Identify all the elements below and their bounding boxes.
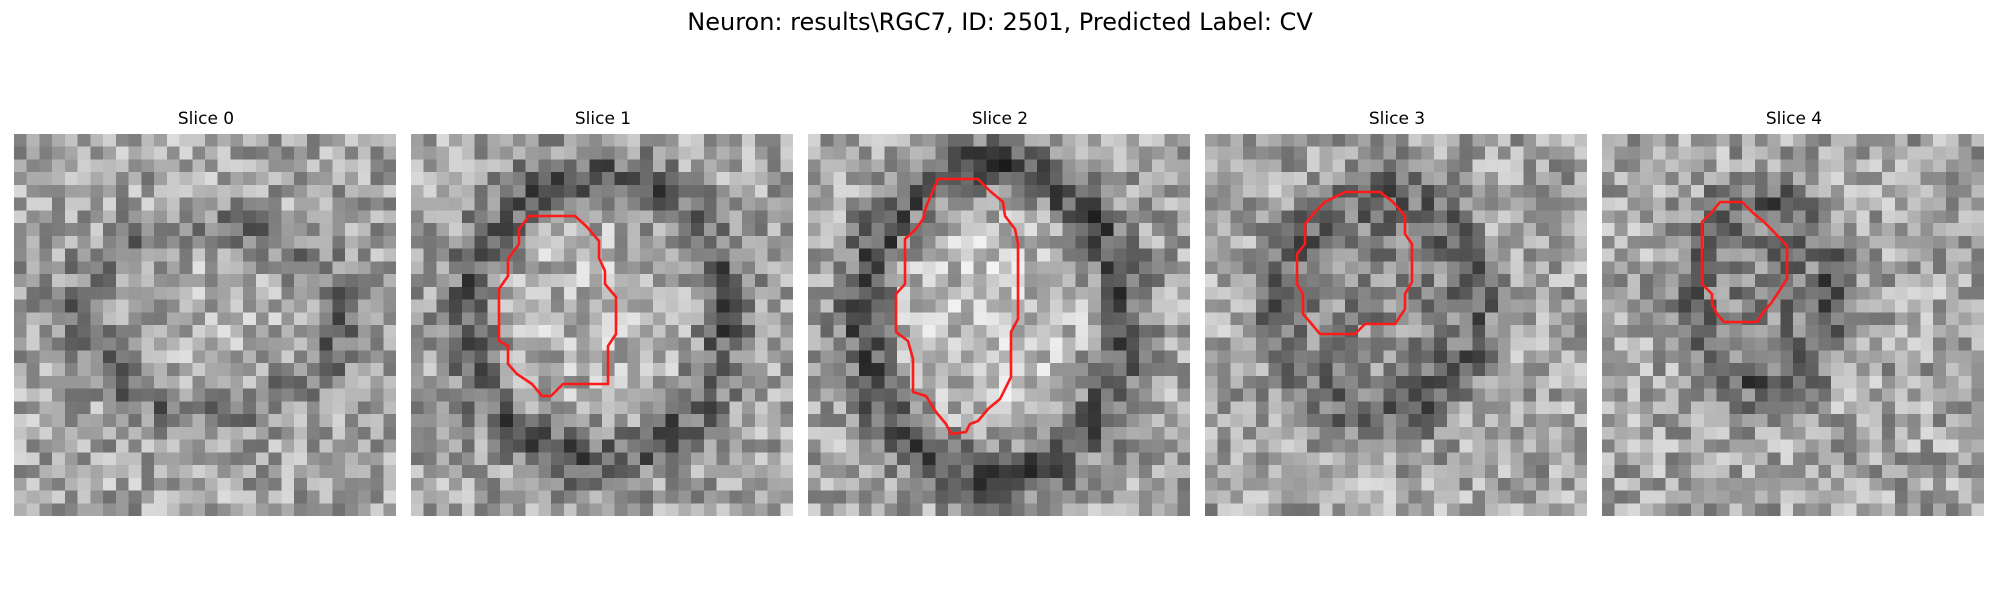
- slice-image-2: [808, 134, 1190, 516]
- slice-title-0: Slice 0: [14, 108, 398, 130]
- segmentation-contour-1: [411, 134, 793, 516]
- slice-image-4: [1602, 134, 1984, 516]
- slice-image-1: [411, 134, 793, 516]
- slice-title-4: Slice 4: [1602, 108, 1986, 130]
- segmentation-contour-2: [808, 134, 1190, 516]
- slice-canvas-0: [14, 134, 396, 516]
- figure-title: Neuron: results\RGC7, ID: 2501, Predicte…: [0, 6, 2000, 38]
- slice-title-3: Slice 3: [1205, 108, 1589, 130]
- segmentation-contour-3: [1205, 134, 1587, 516]
- segmentation-contour-4: [1602, 134, 1984, 516]
- slice-panel-3: Slice 3: [1205, 108, 1589, 516]
- slice-panel-0: Slice 0: [14, 108, 398, 516]
- slice-image-0: [14, 134, 396, 516]
- slice-title-1: Slice 1: [411, 108, 795, 130]
- slice-panel-1: Slice 1: [411, 108, 795, 516]
- slice-panel-2: Slice 2: [808, 108, 1192, 516]
- slice-image-3: [1205, 134, 1587, 516]
- slice-panel-4: Slice 4: [1602, 108, 1986, 516]
- slice-title-2: Slice 2: [808, 108, 1192, 130]
